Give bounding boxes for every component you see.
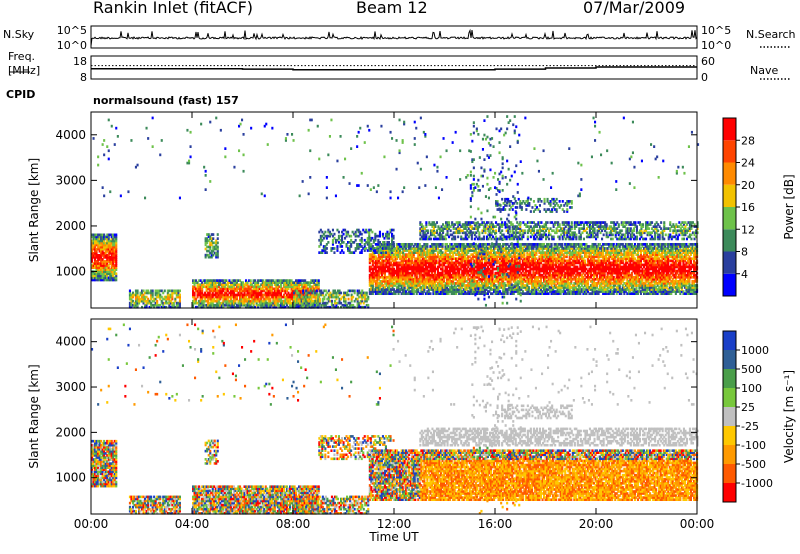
power-cell	[217, 237, 219, 240]
power-cell	[429, 292, 431, 295]
freq-series-line	[91, 67, 697, 70]
power-cell	[250, 279, 252, 282]
power-cell	[366, 292, 368, 295]
nsky-series-line	[91, 30, 697, 46]
power-cell	[442, 243, 444, 246]
nsky-ytick: 10^0	[57, 39, 87, 52]
power-cell	[217, 233, 219, 236]
freq-ytick: 18	[73, 55, 87, 68]
power-cell	[316, 290, 318, 293]
power-cell	[367, 296, 369, 299]
nsky-panel-frame	[91, 26, 697, 48]
nsearch-ytick: 10^0	[701, 39, 731, 52]
power-cell	[302, 290, 304, 293]
power-cell	[217, 242, 219, 245]
power-heatmap-cells	[91, 115, 699, 308]
power-cell	[345, 298, 347, 301]
power-cell	[212, 237, 214, 240]
radar-figure: 10^510^010^510^01886001000200030004000Sl…	[0, 0, 800, 554]
power-cell	[217, 246, 219, 249]
power-cell	[319, 298, 321, 301]
power-cell	[212, 233, 214, 236]
power-cell	[115, 234, 117, 237]
power-cell	[331, 300, 333, 303]
power-cell	[164, 290, 166, 293]
power-cell	[348, 298, 350, 301]
power-cell	[156, 300, 158, 303]
power-cell	[426, 243, 428, 246]
power-cell	[352, 296, 354, 299]
nave-ytick: 0	[701, 71, 708, 84]
power-cell	[314, 300, 316, 303]
freq-ytick: 8	[80, 71, 87, 84]
power-cell	[129, 290, 131, 293]
nsearch-ytick: 10^5	[701, 24, 731, 37]
power-cell	[179, 290, 181, 293]
power-cell	[115, 272, 117, 275]
power-cell	[367, 304, 369, 307]
power-cell	[311, 300, 313, 303]
nave-ytick: 60	[701, 55, 715, 68]
power-cell	[152, 290, 154, 293]
power-cell	[340, 292, 342, 295]
power-cell	[179, 294, 181, 297]
power-cell	[354, 290, 356, 293]
nsky-ytick: 10^5	[57, 24, 87, 37]
power-cell	[137, 290, 139, 293]
power-cell	[318, 279, 320, 282]
power-cell	[348, 294, 350, 297]
